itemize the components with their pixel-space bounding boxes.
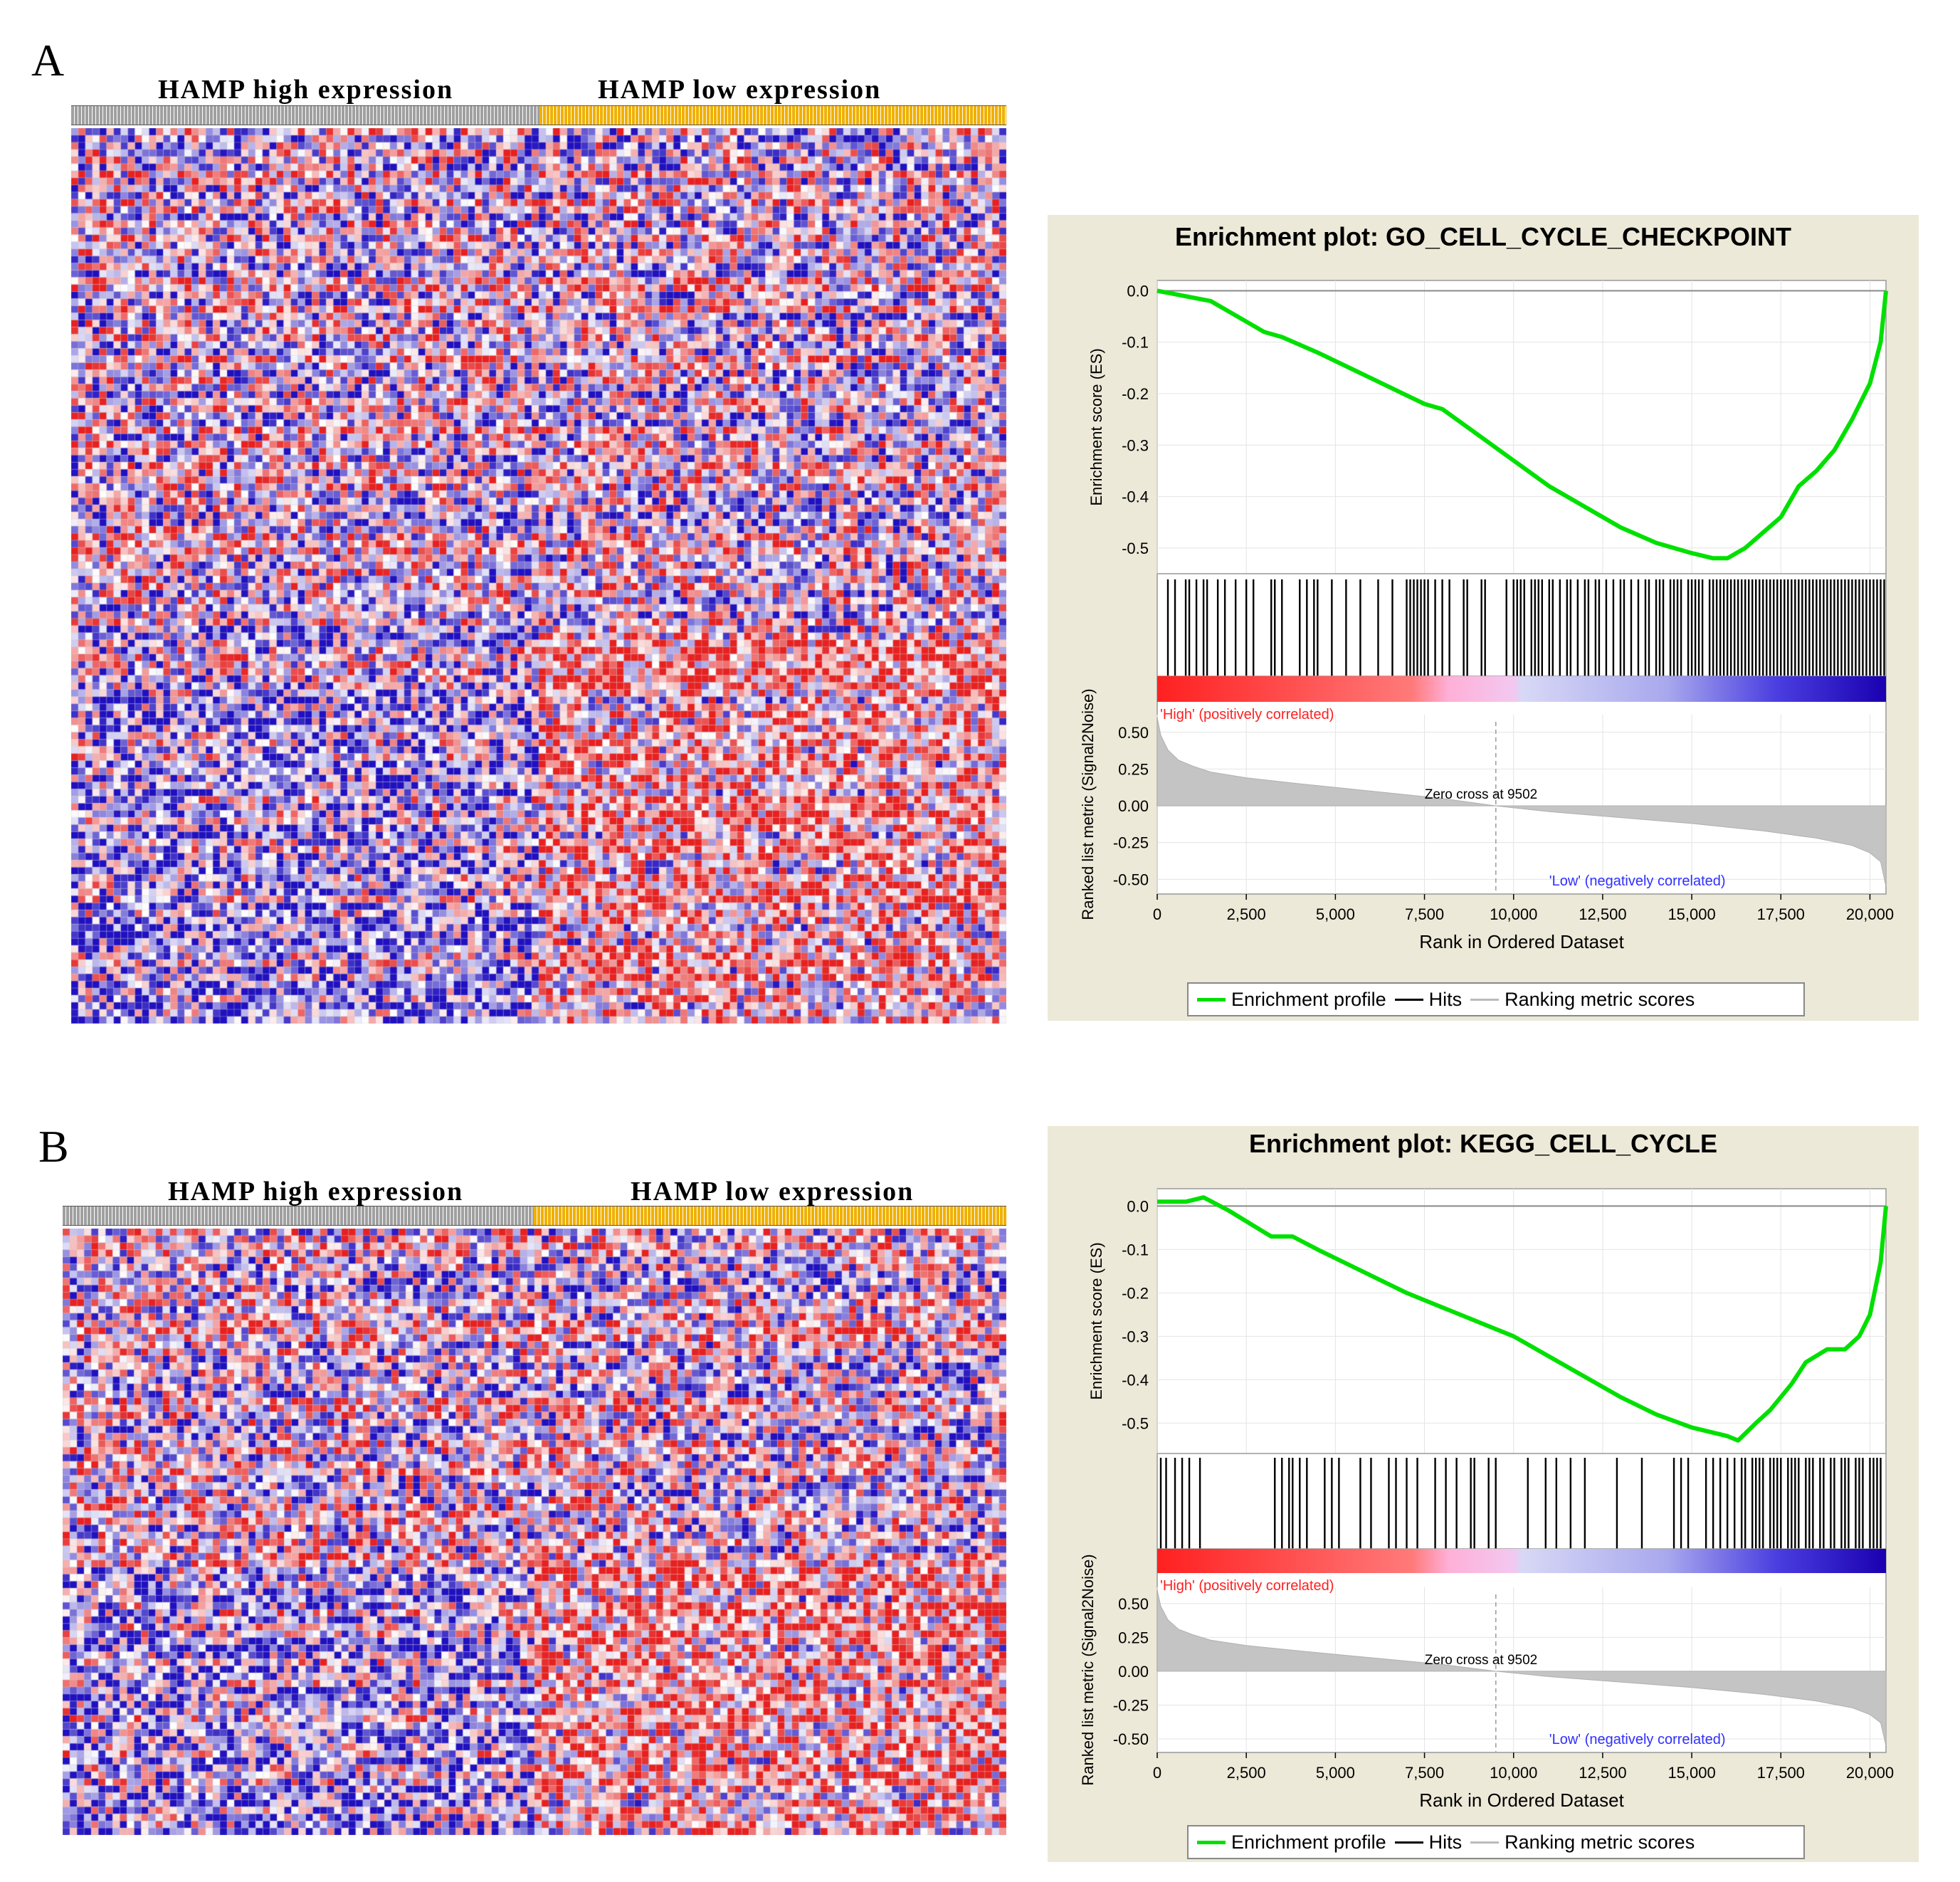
xtick-label: 10,000 [1490, 1764, 1537, 1782]
es-ytick-label: 0.0 [1127, 1197, 1149, 1215]
es-ytick-label: -0.5 [1122, 540, 1149, 557]
heatmap-label-low: HAMP low expression [598, 75, 882, 105]
metric-ytick-label: -0.25 [1113, 834, 1149, 852]
es-ytick-label: 0.0 [1127, 282, 1149, 300]
xtick-label: 2,500 [1227, 1764, 1266, 1782]
es-ytick-label: -0.4 [1122, 1371, 1149, 1389]
high-phenotype-label: 'High' (positively correlated) [1160, 707, 1334, 722]
xtick-label: 17,500 [1757, 905, 1805, 923]
enrichment-plot-panel: Enrichment plot: KEGG_CELL_CYCLE 0.0 -0.1… [1048, 1126, 1919, 1862]
es-axis-label: Enrichment score (ES) [1087, 1242, 1105, 1399]
heatmap-label-low: HAMP low expression [631, 1177, 915, 1207]
xtick-label: 15,000 [1667, 1764, 1715, 1782]
es-ytick-label: -0.1 [1122, 1241, 1149, 1258]
es-ytick-label: -0.4 [1122, 488, 1149, 506]
xtick-label: 12,500 [1579, 905, 1626, 923]
enrichment-plot-title: Enrichment plot: GO_CELL_CYCLE_CHECKPOIN… [1174, 222, 1792, 251]
enrichment-profile-line [1156, 288, 1888, 561]
xtick-label: 5,000 [1316, 1764, 1355, 1782]
x-axis-label: Rank in Ordered Dataset [1419, 1789, 1624, 1811]
metric-ytick-label: -0.50 [1113, 1730, 1149, 1748]
metric-ytick-label: 0.00 [1118, 1663, 1149, 1681]
legend-item-ranking: Ranking metric scores [1470, 1831, 1695, 1854]
metric-ytick-label: 0.25 [1118, 1629, 1149, 1646]
es-ytick-label: -0.3 [1122, 436, 1149, 454]
xtick-label: 20,000 [1846, 1764, 1894, 1782]
gsea-chart: 0.0 -0.1 -0.2 -0.3 -0.4 -0.5 Enrichment score … [1079, 280, 1894, 952]
enrichment-plot-panel: Enrichment plot: GO_CELL_CYCLE_CHECKPOIN… [1048, 215, 1919, 1021]
zero-cross-label: Zero cross at 9502 [1425, 1653, 1537, 1668]
panel-letter-a: A [31, 35, 65, 85]
xtick-label: 17,500 [1757, 1764, 1805, 1782]
ranking-metric-area [1156, 1589, 1887, 1746]
expression-heatmap [63, 1229, 1006, 1835]
phenotype-bar-high [71, 105, 539, 125]
ranking-color-band [1157, 1549, 1886, 1573]
es-ytick-label: -0.2 [1122, 385, 1149, 403]
xtick-label: 5,000 [1316, 905, 1355, 923]
xtick-label: 2,500 [1227, 905, 1266, 923]
low-phenotype-label: 'Low' (negatively correlated) [1549, 1732, 1726, 1747]
es-ytick-label: -0.1 [1122, 334, 1149, 352]
xtick-label: 7,500 [1405, 1764, 1444, 1782]
legend-item-ranking: Ranking metric scores [1470, 989, 1695, 1011]
metric-axis-label: Ranked list metric (Signal2Noise) [1079, 1554, 1097, 1785]
ranking-metric-area [1156, 717, 1887, 887]
low-phenotype-label: 'Low' (negatively correlated) [1549, 873, 1726, 889]
chart-legend: Enrichment profile Hits Ranking metric s… [1187, 982, 1805, 1016]
metric-axis-label: Ranked list metric (Signal2Noise) [1079, 688, 1097, 920]
chart-legend: Enrichment profile Hits Ranking metric s… [1187, 1825, 1805, 1859]
xtick-label: 20,000 [1846, 905, 1894, 923]
phenotype-bar-low [534, 1206, 1006, 1226]
heatmap-label-high: HAMP high expression [168, 1177, 464, 1207]
enrichment-plot-title: Enrichment plot: KEGG_CELL_CYCLE [1248, 1129, 1718, 1158]
phenotype-bar-high [63, 1206, 534, 1226]
xtick-label: 12,500 [1579, 1764, 1626, 1782]
x-axis-label: Rank in Ordered Dataset [1419, 931, 1624, 952]
metric-ytick-label: 0.25 [1118, 760, 1149, 778]
legend-item-enrichment: Enrichment profile [1197, 989, 1386, 1011]
legend-item-hits: Hits [1394, 989, 1462, 1011]
es-ytick-label: -0.2 [1122, 1284, 1149, 1302]
ranking-color-band [1157, 676, 1886, 702]
heatmap-label-high: HAMP high expression [158, 75, 454, 105]
zero-cross-label: Zero cross at 9502 [1425, 787, 1537, 802]
legend-item-enrichment: Enrichment profile [1197, 1831, 1386, 1854]
metric-ytick-label: 0.00 [1118, 797, 1149, 815]
es-ytick-label: -0.5 [1122, 1414, 1149, 1432]
xtick-label: 0 [1153, 905, 1161, 923]
high-phenotype-label: 'High' (positively correlated) [1160, 1578, 1334, 1594]
metric-ytick-label: 0.50 [1118, 724, 1149, 742]
gsea-chart: 0.0 -0.1 -0.2 -0.3 -0.4 -0.5 Enrichment score … [1079, 1188, 1894, 1811]
expression-heatmap [71, 128, 1006, 1024]
metric-ytick-label: -0.25 [1113, 1696, 1149, 1714]
panel-letter-b: B [38, 1121, 69, 1172]
enrichment-profile-line [1157, 1195, 1888, 1443]
xtick-label: 0 [1153, 1764, 1161, 1782]
phenotype-bar-low [539, 105, 1006, 125]
xtick-label: 15,000 [1667, 905, 1715, 923]
metric-ytick-label: 0.50 [1118, 1595, 1149, 1613]
xtick-label: 7,500 [1405, 905, 1444, 923]
es-axis-label: Enrichment score (ES) [1087, 348, 1105, 505]
legend-item-hits: Hits [1394, 1831, 1462, 1854]
es-ytick-label: -0.3 [1122, 1328, 1149, 1345]
metric-ytick-label: -0.50 [1113, 871, 1149, 888]
xtick-label: 10,000 [1490, 905, 1537, 923]
